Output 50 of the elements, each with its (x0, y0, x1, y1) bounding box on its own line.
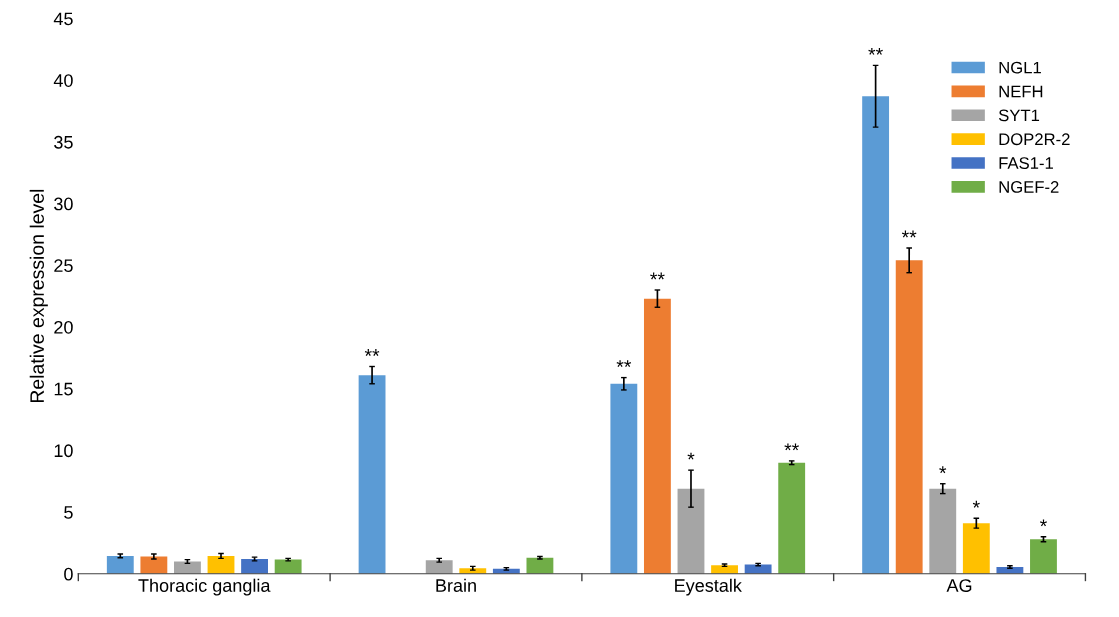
bar (1030, 539, 1057, 574)
bar (962, 523, 990, 574)
y-tick-label: 10 (54, 444, 73, 458)
bar (895, 260, 923, 574)
bar (526, 557, 554, 574)
legend-label: SYT1 (998, 109, 1040, 122)
data-label: ** (784, 443, 799, 451)
y-axis-title: Relative expression level (29, 189, 48, 403)
data-label: ** (616, 360, 632, 368)
bar (610, 383, 638, 574)
data-label: * (972, 500, 980, 508)
data-label: ** (868, 47, 883, 55)
bar (106, 555, 134, 574)
bar (140, 556, 168, 574)
bar (778, 462, 806, 574)
bar (862, 96, 890, 574)
data-label: * (939, 466, 947, 474)
bar (274, 559, 302, 574)
legend-label: NGEF-2 (999, 181, 1059, 193)
y-tick-label: 25 (54, 259, 73, 273)
legend-label: NEFH (999, 85, 1043, 98)
bar (929, 488, 957, 574)
x-tick-label: Brain (436, 578, 476, 592)
data-label: ** (364, 349, 380, 356)
y-tick-label: 35 (54, 135, 73, 149)
bar (174, 561, 201, 574)
data-label: * (687, 452, 695, 460)
bar (711, 565, 738, 574)
y-tick-label: 0 (64, 567, 73, 581)
y-tick-label: 20 (54, 320, 73, 334)
legend-label: FAS1-1 (999, 157, 1053, 169)
y-tick-label: 40 (53, 74, 73, 87)
bar (425, 560, 453, 574)
data-label: ** (901, 230, 917, 238)
y-tick-label: 15 (54, 382, 73, 396)
y-tick-label: 30 (54, 197, 73, 211)
legend-label: NGL1 (999, 61, 1041, 74)
legend-label: DOP2R-2 (999, 133, 1070, 146)
bar (677, 488, 705, 574)
x-tick-label: AG (946, 579, 972, 592)
bar (207, 555, 235, 574)
y-tick-label: 45 (53, 12, 73, 26)
data-label: * (1040, 519, 1047, 527)
y-tick-label: 5 (64, 506, 73, 519)
bar (358, 375, 386, 574)
data-label: ** (650, 272, 665, 280)
bar (643, 298, 671, 574)
bar (241, 559, 268, 574)
x-tick-label: Thoracic ganglia (138, 578, 271, 596)
x-tick-label: Eyestalk (675, 578, 742, 596)
